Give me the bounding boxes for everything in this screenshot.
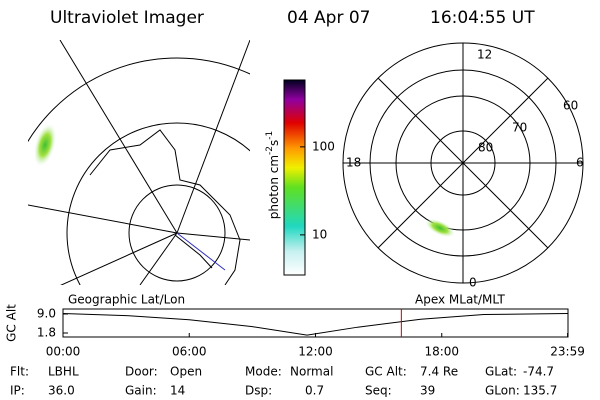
- info-label: Gain:: [125, 384, 157, 398]
- info-label: GLon:: [485, 384, 520, 398]
- info-value: 39: [420, 384, 435, 398]
- y-tick-label: 9.0: [37, 307, 56, 321]
- x-tick-label: 00:00: [46, 345, 81, 359]
- polar-label: 60: [563, 99, 578, 113]
- info-value: 135.7: [523, 384, 557, 398]
- colorbar-tick-label: 10: [312, 227, 327, 241]
- geo-map: [28, 40, 250, 285]
- date: 04 Apr 07: [287, 8, 370, 28]
- info-value: 14: [170, 384, 185, 398]
- colorbar-label: photon cm-2s-1: [265, 131, 281, 220]
- polar-label: 70: [512, 121, 527, 135]
- info-value: 36.0: [48, 384, 75, 398]
- plot-title: Apex MLat/MLT: [415, 293, 505, 307]
- info-value: Normal: [290, 365, 333, 379]
- polar-label: 6: [576, 156, 584, 170]
- info-label: Dsp:: [245, 384, 272, 398]
- info-label: Mode:: [245, 365, 282, 379]
- x-tick-label: 18:00: [424, 345, 459, 359]
- y-tick-label: 1.8: [37, 325, 56, 339]
- polar-label: 80: [478, 141, 493, 155]
- info-value: 0.7: [305, 384, 324, 398]
- info-value: Open: [170, 365, 202, 379]
- colorbar: [283, 79, 306, 276]
- info-value: 7.4 Re: [420, 365, 458, 379]
- polar-grid: [342, 42, 584, 284]
- info-label: IP:: [10, 384, 25, 398]
- info-label: Flt:: [10, 365, 29, 379]
- plot-frame: [62, 308, 569, 338]
- colorbar-tick-label: 100: [312, 139, 335, 153]
- x-tick-label: 12:00: [298, 345, 333, 359]
- polar-label: 0: [469, 276, 477, 290]
- y-label: GC Alt: [5, 304, 19, 342]
- info-label: GC Alt:: [365, 365, 407, 379]
- info-label: Door:: [125, 365, 158, 379]
- instrument: Ultraviolet Imager: [50, 8, 204, 28]
- time: 16:04:55 UT: [430, 8, 535, 28]
- info-label: Seq:: [365, 384, 392, 398]
- info-value: -74.7: [523, 365, 554, 379]
- x-tick-label: 06:00: [172, 345, 207, 359]
- info-label: GLat:: [485, 365, 517, 379]
- plot-title: Geographic Lat/Lon: [68, 293, 185, 307]
- altitude-curve: [62, 312, 568, 336]
- polar-label: 18: [346, 156, 361, 170]
- info-value: LBHL: [48, 365, 79, 379]
- x-tick-label: 23:59: [550, 345, 585, 359]
- polar-label: 12: [477, 48, 492, 62]
